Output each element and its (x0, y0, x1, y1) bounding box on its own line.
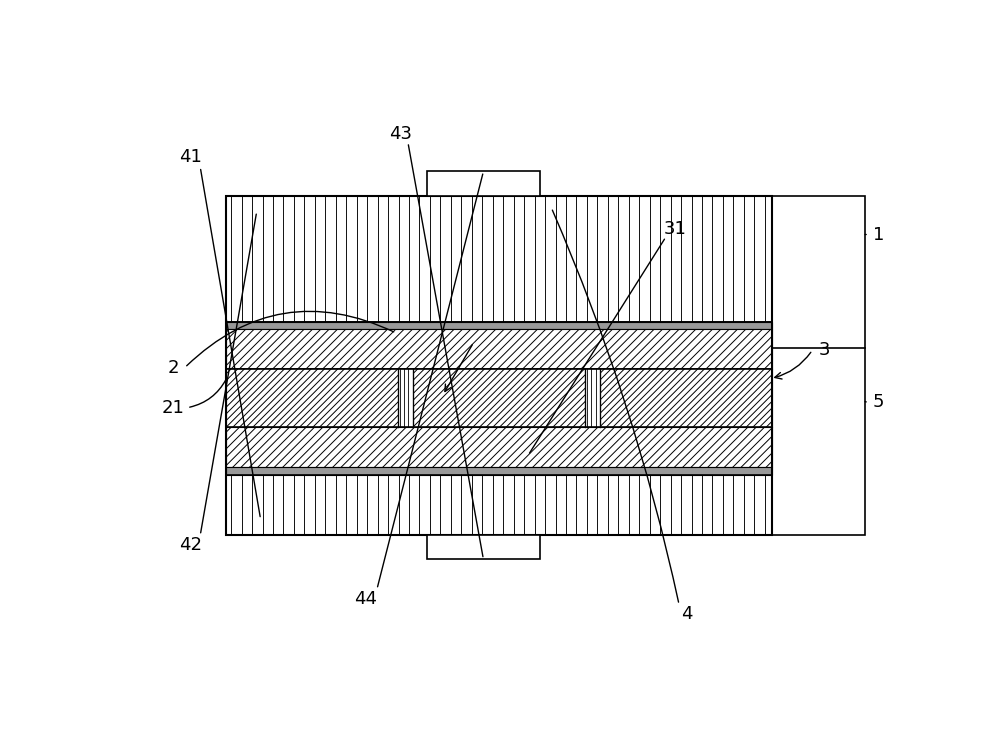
Text: 1: 1 (873, 226, 884, 243)
Bar (427, 535, 540, 559)
Bar (413, 369, 585, 427)
Bar (772, 196, 865, 535)
Bar (600, 369, 772, 427)
Bar (226, 475, 772, 535)
Bar (226, 329, 772, 369)
Text: 2: 2 (167, 359, 179, 377)
Text: 31: 31 (664, 220, 687, 238)
Bar (585, 369, 600, 427)
Bar (226, 427, 772, 467)
Text: 4: 4 (681, 605, 693, 623)
Text: 41: 41 (179, 148, 202, 167)
Bar (226, 467, 772, 475)
Text: 3: 3 (818, 341, 830, 359)
Text: 43: 43 (389, 126, 412, 143)
Bar (226, 321, 772, 329)
Bar (226, 196, 772, 535)
Bar (226, 369, 772, 427)
Bar (398, 369, 413, 427)
Bar (427, 171, 540, 196)
Bar (226, 369, 398, 427)
Text: 21: 21 (162, 399, 184, 417)
Text: 42: 42 (179, 536, 202, 553)
Text: 5: 5 (873, 392, 884, 411)
Text: 44: 44 (354, 589, 377, 608)
Bar (226, 196, 772, 321)
